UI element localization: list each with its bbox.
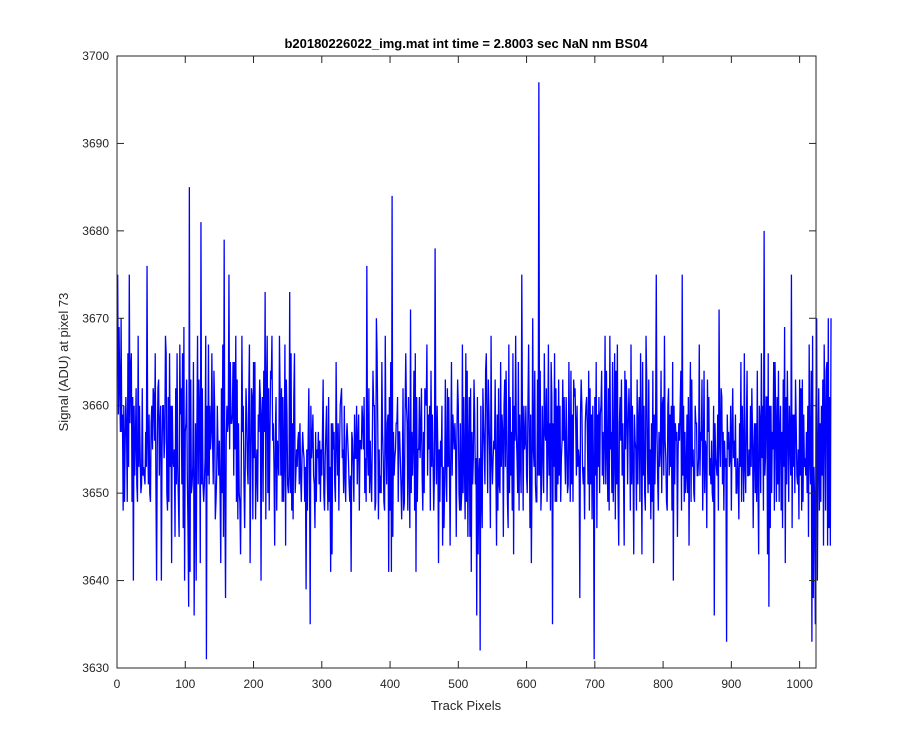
y-tick-label-3700: 3700 <box>82 49 109 63</box>
axes-box <box>116 55 817 669</box>
y-tick-label-3660: 3660 <box>82 399 109 413</box>
x-axis-ticks: 0 100 200 300 400 500 600 700 800 900 1000 <box>114 56 813 691</box>
y-tick-label-3680: 3680 <box>82 224 109 238</box>
y-tick-label-3650: 3650 <box>82 486 109 500</box>
series-layer <box>117 82 832 660</box>
x-tick-label-1000: 1000 <box>786 677 813 691</box>
y-tick-label-3630: 3630 <box>82 661 109 675</box>
series-line-1 <box>117 82 832 660</box>
y-tick-label-3640: 3640 <box>82 574 109 588</box>
y-axis-ticks: 3630 3640 3650 3660 3670 3680 3690 3700 <box>82 49 816 675</box>
x-tick-label-200: 200 <box>244 677 264 691</box>
y-tick-label-3670: 3670 <box>82 311 109 325</box>
x-tick-label-700: 700 <box>585 677 605 691</box>
y-axis-title: Signal (ADU) at pixel 73 <box>56 293 71 432</box>
x-tick-label-300: 300 <box>312 677 332 691</box>
x-tick-label-100: 100 <box>175 677 195 691</box>
x-tick-label-900: 900 <box>721 677 741 691</box>
x-tick-label-600: 600 <box>517 677 537 691</box>
x-tick-label-400: 400 <box>380 677 400 691</box>
chart-title: b20180226022_img.mat int time = 2.8003 s… <box>284 36 648 51</box>
x-tick-label-800: 800 <box>653 677 673 691</box>
x-tick-label-500: 500 <box>448 677 468 691</box>
x-axis-title: Track Pixels <box>431 698 502 713</box>
y-tick-label-3690: 3690 <box>82 136 109 150</box>
x-tick-label-0: 0 <box>114 677 121 691</box>
